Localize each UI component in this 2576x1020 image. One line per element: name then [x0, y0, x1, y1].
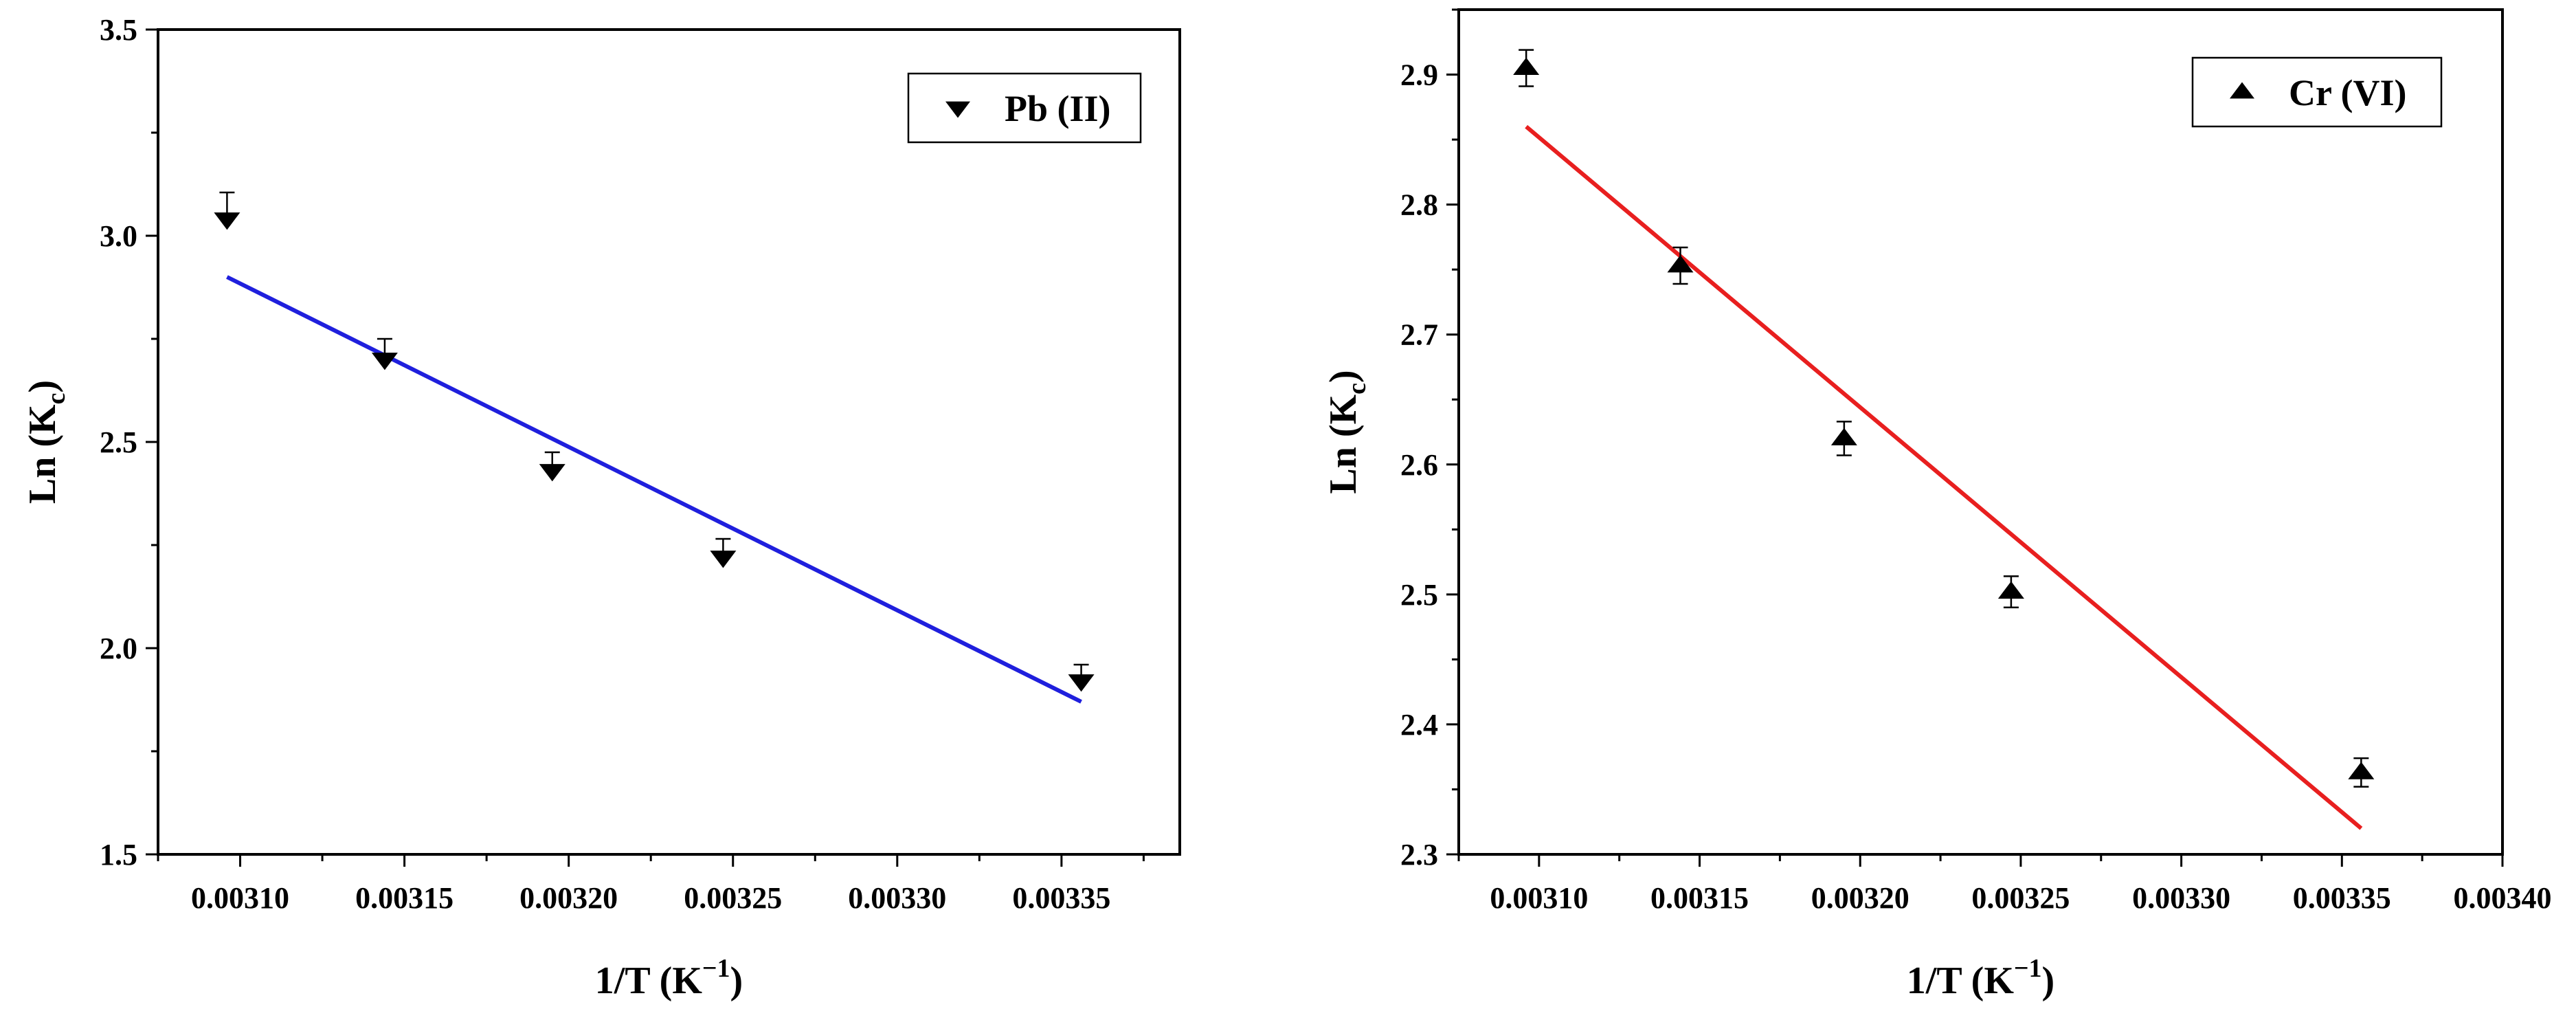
x-axis-title-superscript: −1 — [2014, 954, 2042, 983]
plot-frame — [157, 28, 1181, 856]
data-point-marker — [1667, 255, 1694, 273]
y-axis-title-subscript: c — [1343, 383, 1371, 395]
data-point-marker — [371, 353, 398, 370]
y-tick-label: 1.5 — [100, 838, 137, 872]
plot-frame — [1457, 8, 2504, 856]
data-point-marker — [1068, 674, 1095, 692]
y-tick-label: 2.9 — [1400, 58, 1438, 92]
legend-marker-icon — [2230, 82, 2254, 99]
chart-panel-2: 0.00310 0.00315 0.00320 0.00325 0.00330 0.003… — [1322, 8, 2552, 1002]
y-axis-title-end: ) — [21, 380, 64, 393]
y-axis-title-main: Ln (K — [1322, 394, 1365, 494]
y-tick-label: 2.6 — [1400, 448, 1438, 482]
fit-line — [1525, 124, 2363, 830]
data-point-marker — [1997, 581, 2024, 599]
y-tick-label: 3.5 — [100, 13, 137, 47]
data-point-marker — [214, 212, 240, 230]
x-axis-title-superscript: −1 — [702, 954, 730, 983]
y-axis-title-subscript: c — [42, 393, 71, 405]
legend-marker-icon — [945, 101, 970, 118]
x-tick-label: 0.00335 — [1012, 881, 1110, 915]
data-point-marker — [2348, 762, 2375, 779]
y-axis-title-end: ) — [1322, 370, 1365, 383]
y-tick-label: 2.5 — [1400, 578, 1438, 612]
x-axis-title-end: ) — [2042, 960, 2055, 1002]
data-point-marker — [710, 551, 737, 568]
x-tick-label: 0.00340 — [2454, 881, 2552, 915]
fit-line — [226, 275, 1082, 704]
y-tick-label: 2.4 — [1400, 708, 1438, 742]
x-tick-label: 0.00310 — [1490, 881, 1588, 915]
y-axis-title: Ln (Kc) — [1322, 370, 1371, 494]
x-tick-label: 0.00330 — [848, 881, 946, 915]
x-tick-label: 0.00330 — [2132, 881, 2230, 915]
x-tick-label: 0.00325 — [684, 881, 782, 915]
y-tick-label: 3.0 — [100, 219, 137, 253]
legend-label: Pb (II) — [1005, 88, 1111, 129]
x-axis-title: 1/T (K−1) — [1907, 954, 2054, 1002]
y-tick-label: 2.3 — [1400, 838, 1438, 872]
data-point-marker — [1830, 428, 1857, 445]
x-tick-label: 0.00320 — [1811, 881, 1909, 915]
data-point-marker — [1513, 57, 1540, 76]
x-axis-title-main: 1/T (K — [595, 960, 703, 1002]
x-tick-label: 0.00325 — [1971, 881, 2070, 915]
data-point-marker — [539, 464, 565, 482]
chart-panel-1: 0.00310 0.00315 0.00320 0.00325 0.00330 0.003… — [21, 13, 1181, 1002]
x-axis-title-main: 1/T (K — [1907, 960, 2015, 1002]
y-tick-label: 2.5 — [100, 425, 137, 459]
x-axis-title: 1/T (K−1) — [595, 954, 743, 1002]
x-tick-label: 0.00310 — [191, 881, 289, 915]
legend-label: Cr (VI) — [2289, 72, 2406, 113]
x-tick-label: 0.00315 — [1650, 881, 1749, 915]
x-tick-label: 0.00315 — [355, 881, 453, 915]
legend-box — [2191, 56, 2443, 128]
y-tick-label: 2.0 — [100, 632, 137, 665]
y-tick-label: 2.8 — [1400, 188, 1438, 222]
x-axis-title-end: ) — [730, 960, 743, 1002]
x-tick-label: 0.00320 — [519, 881, 618, 915]
x-tick-label: 0.00335 — [2293, 881, 2391, 915]
y-axis-title: Ln (Kc) — [21, 380, 71, 504]
y-tick-label: 2.7 — [1400, 318, 1438, 352]
legend-box — [907, 72, 1142, 144]
y-axis-title-main: Ln (K — [21, 404, 64, 504]
